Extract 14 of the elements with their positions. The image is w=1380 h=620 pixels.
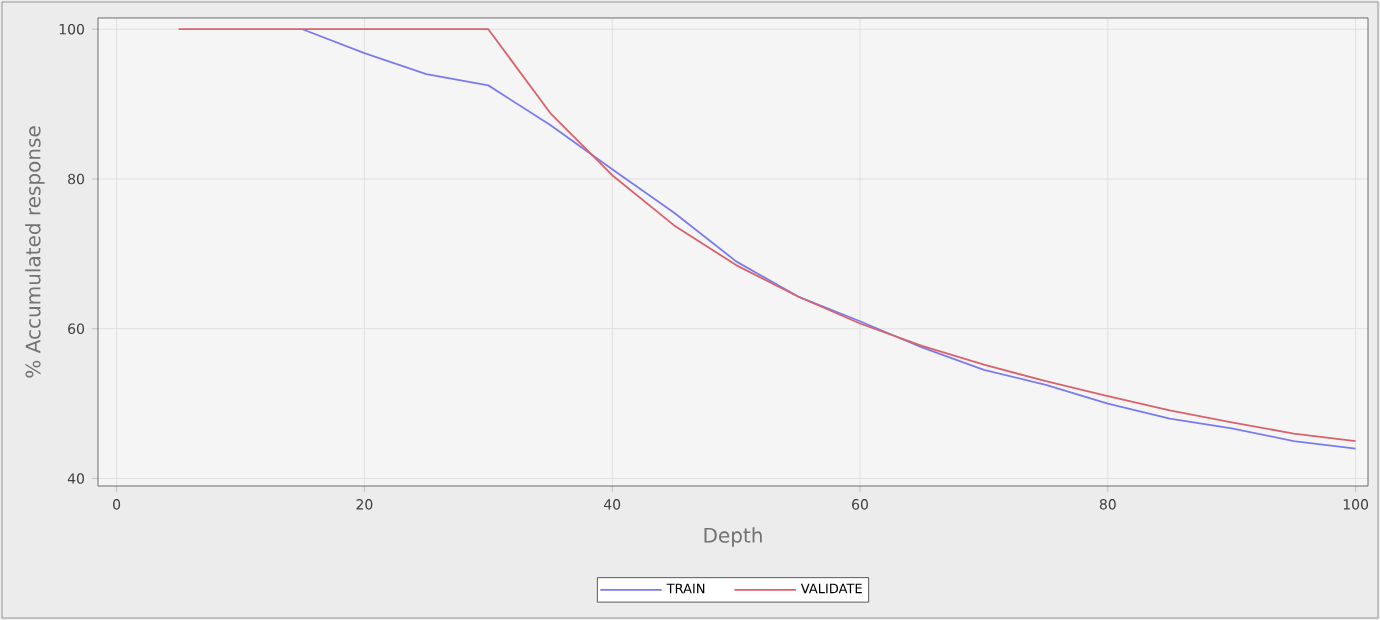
y-tick-label: 80 xyxy=(68,173,84,185)
legend-label: TRAIN xyxy=(666,583,705,594)
y-axis-title: % Accumulated response xyxy=(25,126,45,378)
x-tick-label: 100 xyxy=(1343,499,1369,510)
legend-label: VALIDATE xyxy=(800,583,862,594)
x-tick-label: 0 xyxy=(113,499,121,510)
x-axis-title: Depth xyxy=(704,527,762,547)
y-tick-label: 100 xyxy=(59,23,84,35)
x-tick-label: 80 xyxy=(1099,499,1116,510)
x-tick-label: 20 xyxy=(356,499,373,510)
y-tick-label: 40 xyxy=(67,473,84,484)
y-tick-label: 60 xyxy=(68,323,84,335)
x-tick-label: 40 xyxy=(603,499,621,510)
x-tick-label: 60 xyxy=(852,499,868,510)
